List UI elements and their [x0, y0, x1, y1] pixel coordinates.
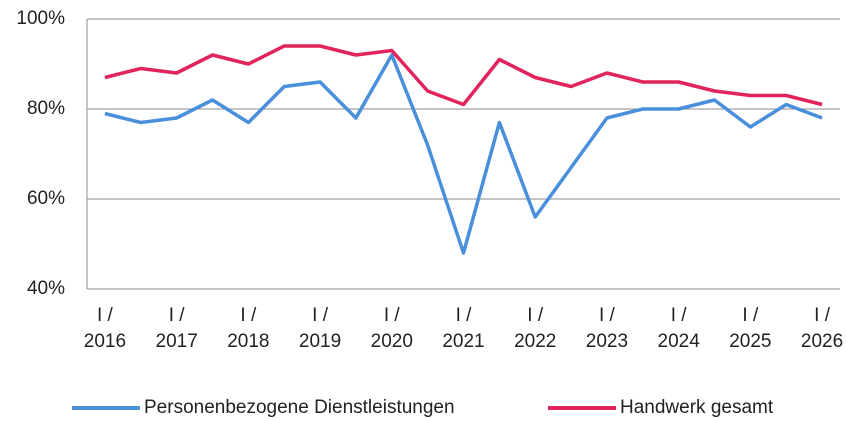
- line-series: [104, 44, 823, 107]
- y-tick-label: 80%: [27, 98, 65, 119]
- y-tick-label: 60%: [27, 188, 65, 209]
- x-tick-label: I / 2018: [227, 305, 270, 352]
- x-tick-label: I / 2019: [298, 305, 342, 352]
- x-tick-label: I / 2021: [442, 305, 485, 352]
- y-tick-label: 100%: [16, 8, 65, 29]
- line-series: [104, 53, 823, 255]
- x-tick-label: I / 2016: [83, 305, 127, 352]
- x-tick-label: I / 2022: [514, 305, 557, 352]
- x-tick-label: I / 2024: [657, 305, 700, 352]
- legend-label: Handwerk gesamt: [620, 397, 774, 418]
- x-tick-label: I / 2025: [729, 305, 772, 352]
- x-tick-label: I / 2020: [370, 305, 413, 352]
- x-tick-label: I / 2026: [800, 305, 844, 352]
- x-tick-label: I / 2023: [585, 305, 629, 352]
- y-tick-label: 40%: [27, 278, 65, 299]
- x-tick-label: I / 2017: [155, 305, 198, 352]
- legend-label: Personenbezogene Dienstleistungen: [144, 397, 455, 418]
